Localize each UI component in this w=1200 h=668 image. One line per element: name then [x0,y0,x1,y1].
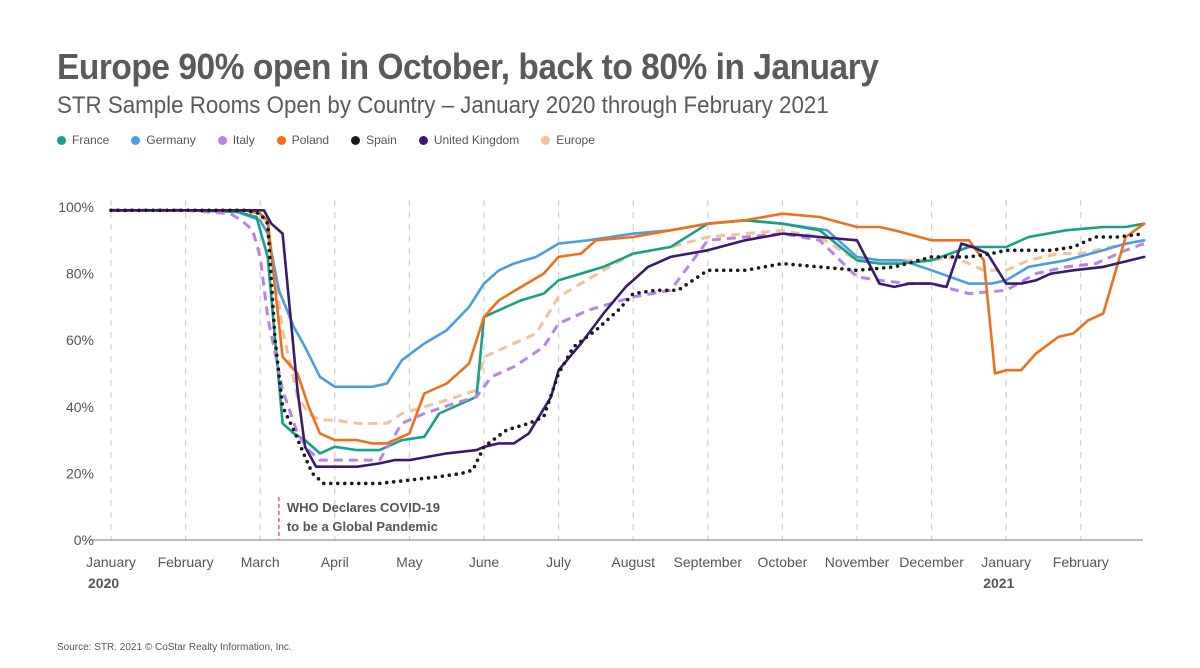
y-tick-label: 100% [58,199,94,215]
y-tick-label: 40% [66,399,94,415]
legend-swatch [217,135,227,145]
y-tick-label: 20% [66,465,94,481]
annotation-text: WHO Declares COVID-19 [287,500,440,515]
x-tick-label: May [396,554,422,570]
legend-label: France [72,133,110,147]
legend-swatch [276,135,286,145]
y-tick-label: 60% [66,332,94,348]
legend-label: United Kingdom [433,133,520,147]
series-line-germany [109,209,1146,389]
legend-label: Germany [146,133,196,147]
x-tick-label: September [674,554,743,570]
legend-item-europe: Europe [541,133,595,147]
legend-swatch [418,135,428,145]
legend-item-united-kingdom: United Kingdom [418,133,520,147]
series-line-spain [109,208,1146,486]
series-line-europe [111,208,1145,425]
chart-title: Europe 90% open in October, back to 80% … [57,46,879,87]
x-year-label: 2020 [88,575,119,591]
legend-label: Europe [556,133,595,147]
x-tick-label: March [241,554,280,570]
x-tick-label: January [981,554,1031,570]
legend-label: Italy [232,133,255,147]
x-year-label: 2021 [983,575,1014,591]
annotation-text: to be a Global Pandemic [287,519,438,534]
y-tick-label: 80% [66,266,94,282]
x-tick-label: August [611,554,655,570]
legend-item-italy: Italy [217,133,255,147]
x-tick-label: June [469,554,500,570]
legend-swatch [57,135,66,145]
x-tick-label: July [546,554,571,570]
series-line-france [109,209,1146,455]
x-tick-label: January [86,554,136,570]
series-line-united-kingdom [109,209,1146,469]
chart-subtitle: STR Sample Rooms Open by Country – Janua… [57,92,829,119]
x-tick-label: October [757,554,807,570]
legend-swatch [131,135,141,145]
x-tick-label: February [1053,554,1109,570]
y-tick-label: 0% [74,532,94,548]
legend-label: Poland [291,133,330,147]
source-note: Source: STR. 2021 © CoStar Realty Inform… [57,642,292,653]
x-tick-label: February [158,554,214,570]
legend-item-germany: Germany [131,133,196,147]
legend-item-france: France [57,133,109,147]
series-line-poland [109,209,1146,445]
legend: France Germany Italy Poland Spain United King… [57,133,617,147]
legend-swatch [541,135,551,145]
legend-item-poland: Poland [276,133,330,147]
legend-label: Spain [366,133,397,147]
x-tick-label: November [825,554,890,570]
legend-item-spain: Spain [351,133,397,147]
legend-swatch [351,135,361,145]
x-tick-label: December [899,554,964,570]
x-tick-label: April [321,554,349,570]
